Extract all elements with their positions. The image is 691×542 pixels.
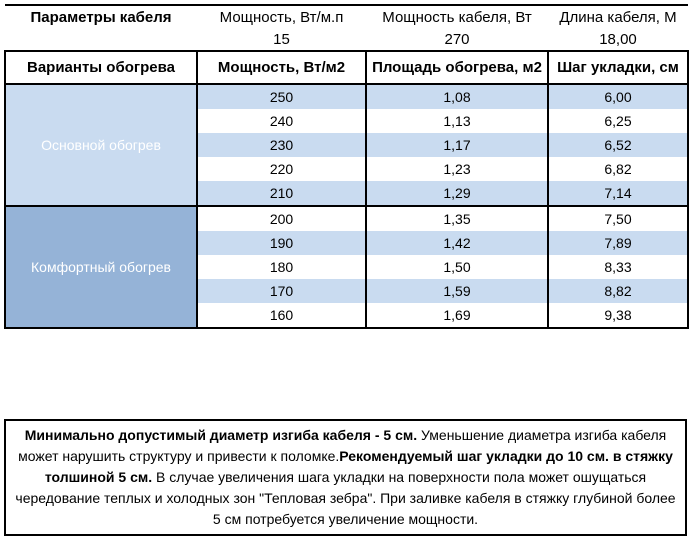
cell-area: 1,17: [365, 133, 549, 157]
cell-power: 230: [196, 133, 367, 157]
table-row: 210 1,29 7,14: [5, 181, 689, 206]
cell-power: 180: [196, 255, 367, 279]
param-empty-cell: [5, 28, 197, 52]
cell-area: 1,42: [365, 231, 549, 255]
param-value-cable-power: 270: [366, 28, 548, 52]
cell-area: 1,23: [365, 157, 549, 181]
cell-step: 6,52: [547, 133, 689, 157]
table-header-row: Варианты обогрева Мощность, Вт/м2 Площад…: [4, 50, 689, 85]
cell-power: 220: [196, 157, 367, 181]
group-cell-comfort: Комфортный обогрев: [4, 205, 198, 329]
cell-area: 1,69: [365, 303, 549, 329]
note-segment: Уменьшение диаметра изгиба кабеля может …: [18, 427, 667, 464]
cell-step: 6,25: [547, 109, 689, 133]
param-value-power-per-m: 15: [197, 28, 366, 52]
cell-power: 250: [196, 84, 367, 109]
table-row: Комфортный обогрев 200 1,35 7,50: [4, 205, 689, 329]
table-row: 180 1,50 8,33: [5, 255, 689, 279]
cell-area: 1,50: [365, 255, 549, 279]
cell-step: 6,00: [547, 84, 689, 109]
table-row: Основной обогрев 250 1,08 6,00: [4, 84, 689, 207]
table-row: 240 1,13 6,25: [5, 109, 689, 133]
param-value-cable-length: 18,00: [548, 28, 688, 52]
cell-power: 200: [196, 205, 367, 231]
cell-power: 190: [196, 231, 367, 255]
header-variants: Варианты обогрева: [4, 50, 198, 85]
table-row: 160 1,69 9,38: [5, 303, 689, 329]
cell-area: 1,35: [365, 205, 549, 231]
cell-area: 1,08: [365, 84, 549, 109]
table-row: 190 1,42 7,89: [5, 231, 689, 255]
params-label-row: Параметры кабеля Мощность, Вт/м.п Мощнос…: [5, 4, 688, 28]
param-label-power-per-m: Мощность, Вт/м.п: [197, 4, 366, 28]
note-segment: В случае увеличения шага укладки на пове…: [15, 469, 676, 527]
cell-step: 7,14: [547, 181, 689, 206]
cell-step: 7,89: [547, 231, 689, 255]
cell-power: 170: [196, 279, 367, 303]
cell-step: 9,38: [547, 303, 689, 329]
note-segment-bold: Рекомендуемый шаг укладки до 10 см. в ст…: [44, 448, 673, 485]
cell-area: 1,13: [365, 109, 549, 133]
cell-power: 160: [196, 303, 367, 329]
params-value-row: 15 270 18,00: [5, 28, 688, 52]
note-box: Минимально допустимый диаметр изгиба каб…: [4, 419, 687, 536]
table-row: 220 1,23 6,82: [5, 157, 689, 181]
cell-step: 8,33: [547, 255, 689, 279]
cell-power: 240: [196, 109, 367, 133]
cell-area: 1,59: [365, 279, 549, 303]
table-row: 230 1,17 6,52: [5, 133, 689, 157]
cable-table: Параметры кабеля Мощность, Вт/м.п Мощнос…: [4, 4, 689, 329]
header-step: Шаг укладки, см: [547, 50, 689, 85]
note-segment-bold: Минимально допустимый диаметр изгиба каб…: [24, 427, 418, 443]
cell-step: 6,82: [547, 157, 689, 181]
table-row: 170 1,59 8,82: [5, 279, 689, 303]
params-title: Параметры кабеля: [5, 4, 197, 28]
cell-step: 8,82: [547, 279, 689, 303]
param-label-cable-power: Мощность кабеля, Вт: [366, 4, 548, 28]
header-power: Мощность, Вт/м2: [196, 50, 367, 85]
param-label-cable-length: Длина кабеля, М: [548, 4, 688, 28]
cell-area: 1,29: [365, 181, 549, 206]
cell-step: 7,50: [547, 205, 689, 231]
cell-power: 210: [196, 181, 367, 206]
header-area: Площадь обогрева, м2: [365, 50, 549, 85]
group-cell-primary: Основной обогрев: [4, 84, 198, 207]
